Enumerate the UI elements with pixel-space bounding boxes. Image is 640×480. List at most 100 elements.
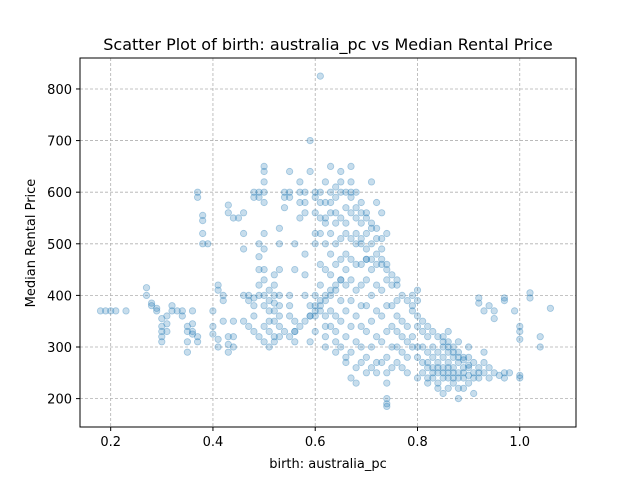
y-axis-ticks: 200 300 400 500 600 700 800 xyxy=(47,83,80,408)
data-point xyxy=(280,327,289,336)
data-point xyxy=(480,348,488,356)
data-point xyxy=(342,265,350,274)
data-point xyxy=(311,312,319,320)
data-point xyxy=(444,338,452,346)
data-point xyxy=(194,193,202,201)
x-axis-ticks: 0.2 0.4 0.6 0.8 1.0 xyxy=(100,427,530,450)
data-point xyxy=(326,188,335,196)
data-point xyxy=(454,353,462,361)
data-point xyxy=(296,198,304,207)
data-point xyxy=(485,364,493,372)
data-point xyxy=(240,291,248,299)
y-tick-label: 400 xyxy=(47,289,72,304)
data-point xyxy=(362,353,370,361)
data-point xyxy=(209,307,217,315)
data-point xyxy=(260,265,268,274)
data-point xyxy=(372,358,381,367)
data-point xyxy=(270,281,278,289)
data-point xyxy=(403,369,411,377)
data-point xyxy=(183,327,191,336)
data-point xyxy=(255,240,263,248)
data-point xyxy=(444,348,452,356)
data-point xyxy=(316,188,324,196)
data-point xyxy=(367,364,376,372)
data-point xyxy=(526,294,534,302)
data-point xyxy=(188,330,197,338)
data-point xyxy=(490,369,498,377)
data-point xyxy=(378,312,386,320)
data-point xyxy=(229,333,237,341)
data-point xyxy=(316,281,324,289)
data-point xyxy=(194,338,202,346)
data-point xyxy=(454,394,462,403)
data-point xyxy=(240,209,248,217)
data-point xyxy=(495,371,503,379)
data-point xyxy=(342,188,350,196)
data-point xyxy=(485,302,493,310)
data-point xyxy=(449,364,457,372)
data-point xyxy=(229,343,237,351)
data-point xyxy=(255,281,263,289)
data-point xyxy=(413,312,422,320)
data-point xyxy=(464,361,473,369)
data-point xyxy=(337,214,345,222)
data-point xyxy=(362,214,370,222)
data-point xyxy=(342,204,350,212)
data-point xyxy=(490,314,498,323)
data-point xyxy=(326,209,335,217)
data-point xyxy=(464,379,473,387)
data-point xyxy=(383,260,391,268)
data-point xyxy=(500,374,508,382)
data-point xyxy=(449,369,457,377)
data-point xyxy=(332,183,340,191)
data-point xyxy=(393,327,401,336)
data-point xyxy=(270,333,278,341)
data-point xyxy=(393,296,401,305)
data-point xyxy=(413,343,422,351)
data-point xyxy=(316,72,324,80)
data-point xyxy=(224,333,232,341)
data-point xyxy=(270,291,278,299)
data-point xyxy=(326,198,335,207)
data-point xyxy=(413,353,422,361)
data-point xyxy=(429,327,437,336)
data-point xyxy=(439,389,447,398)
data-point xyxy=(265,327,273,336)
grid-lines xyxy=(80,58,576,427)
data-point xyxy=(332,260,340,268)
data-point xyxy=(429,343,437,351)
data-point xyxy=(403,322,411,330)
data-point xyxy=(378,338,386,346)
data-point xyxy=(418,358,427,367)
data-point xyxy=(260,198,268,207)
data-point xyxy=(383,394,391,403)
data-point xyxy=(357,281,365,289)
data-point xyxy=(168,302,176,310)
data-point xyxy=(408,307,416,315)
data-point xyxy=(516,374,524,382)
data-point xyxy=(464,353,473,361)
data-point xyxy=(347,178,355,186)
data-point xyxy=(255,253,263,261)
data-point xyxy=(332,312,340,320)
data-point xyxy=(454,338,462,346)
data-point xyxy=(219,291,227,299)
data-point xyxy=(424,374,432,382)
data-point xyxy=(444,358,452,367)
data-point xyxy=(439,338,447,346)
data-point xyxy=(357,302,365,310)
data-point xyxy=(168,307,176,315)
data-point xyxy=(347,255,355,263)
data-point xyxy=(260,188,268,196)
data-point xyxy=(240,245,248,253)
data-point xyxy=(347,374,355,382)
data-point xyxy=(464,343,473,351)
data-points xyxy=(96,72,555,410)
data-point xyxy=(383,229,391,238)
y-tick-label: 800 xyxy=(47,83,72,98)
data-point xyxy=(352,204,360,212)
data-point xyxy=(199,211,207,219)
data-point xyxy=(332,327,340,336)
data-point xyxy=(367,317,376,325)
data-point xyxy=(378,255,386,263)
